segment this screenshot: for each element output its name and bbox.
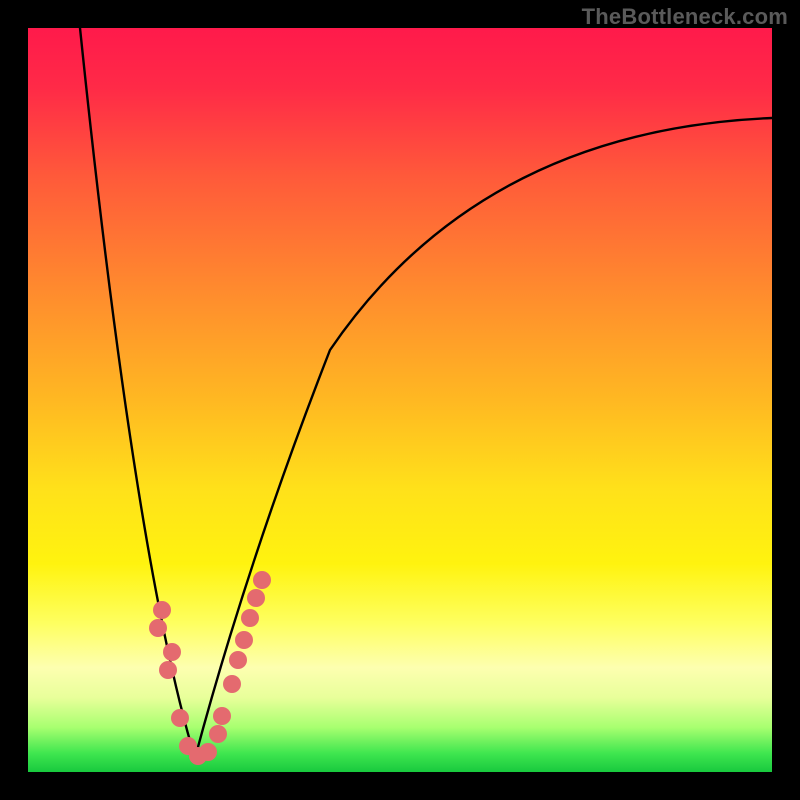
curve-marker — [229, 651, 247, 669]
curve-marker — [163, 643, 181, 661]
curve-marker — [149, 619, 167, 637]
bottleneck-chart: TheBottleneck.com — [0, 0, 800, 800]
curve-marker — [153, 601, 171, 619]
chart-svg — [0, 0, 800, 800]
curve-marker — [223, 675, 241, 693]
curve-marker — [247, 589, 265, 607]
curve-marker — [209, 725, 227, 743]
watermark-text: TheBottleneck.com — [582, 4, 788, 30]
curve-marker — [253, 571, 271, 589]
curve-marker — [199, 743, 217, 761]
curve-marker — [241, 609, 259, 627]
curve-marker — [213, 707, 231, 725]
curve-marker — [235, 631, 253, 649]
curve-marker — [171, 709, 189, 727]
curve-marker — [159, 661, 177, 679]
plot-background — [28, 28, 772, 772]
